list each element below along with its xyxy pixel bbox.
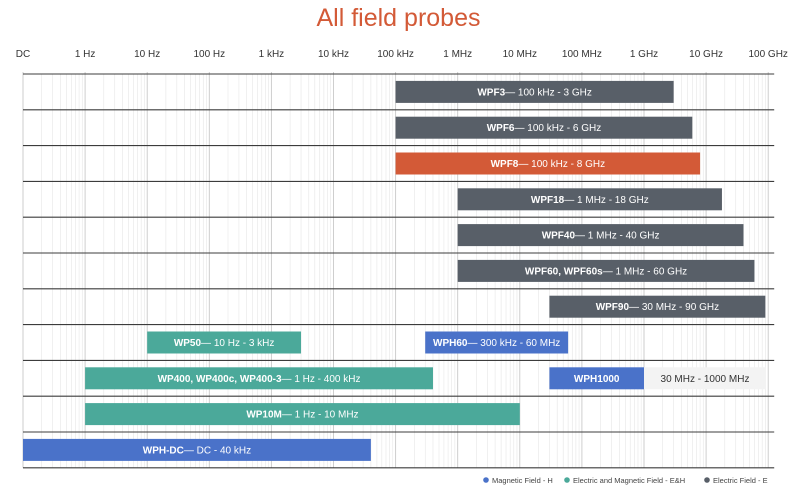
bar-wph-dc: WPH-DC— DC - 40 kHz (23, 438, 371, 461)
bar-wpf60-wpf60s: WPF60, WPF60s— 1 MHz - 60 GHz (457, 259, 755, 282)
bar-label: WPF3— 100 kHz - 3 GHz (477, 87, 591, 98)
bar-label: WP50— 10 Hz - 3 kHz (174, 338, 275, 349)
legend: Magnetic Field - H Electric and Magnetic … (483, 476, 768, 485)
bar-mark (549, 367, 644, 390)
bar-mark (457, 224, 744, 247)
bar-wpf3: WPF3— 100 kHz - 3 GHz (395, 80, 674, 103)
x-tick-label: 100 MHz (562, 49, 602, 60)
bar-mark (85, 367, 433, 390)
bar-wp50: WP50— 10 Hz - 3 kHz (147, 331, 302, 354)
bar-label: WPF18— 1 MHz - 18 GHz (531, 195, 649, 206)
bar-range-label: 30 MHz - 1000 MHz (661, 374, 750, 385)
bar-label: WPH60— 300 kHz - 60 MHz (433, 338, 560, 349)
bar-wpf8: WPF8— 100 kHz - 8 GHz (395, 152, 701, 175)
bar-name-label: WPH1000 (574, 374, 620, 385)
legend-label: Electric Field - E (713, 476, 768, 485)
range-callout-box (644, 367, 766, 390)
bar-mark (425, 331, 569, 354)
legend-swatch (564, 477, 570, 483)
bar-mark (395, 152, 701, 175)
bar-label: WP400, WP400c, WP400-3— 1 Hz - 400 kHz (158, 374, 361, 385)
bar-label: WPF40— 1 MHz - 40 GHz (542, 231, 660, 242)
bar-label: WP10M— 1 Hz - 10 MHz (246, 410, 358, 421)
x-tick-label: 100 GHz (748, 49, 787, 60)
bar-mark (457, 188, 722, 211)
bar-wp400-wp400c-wp400-3: WP400, WP400c, WP400-3— 1 Hz - 400 kHz (85, 367, 433, 390)
x-tick-label: 10 GHz (689, 49, 723, 60)
legend-swatch (704, 477, 710, 483)
x-tick-label: DC (16, 49, 30, 60)
bar-mark (147, 331, 302, 354)
bar-wpf6: WPF6— 100 kHz - 6 GHz (395, 116, 693, 139)
bar-label: WPF8— 100 kHz - 8 GHz (491, 159, 605, 170)
bar-mark (395, 80, 674, 103)
x-tick-label: 1 GHz (630, 49, 658, 60)
bar-wpf40: WPF40— 1 MHz - 40 GHz (457, 224, 744, 247)
x-tick-label: 1 kHz (259, 49, 285, 60)
x-tick-label: 10 MHz (503, 49, 537, 60)
bar-label: WPF60, WPF60s— 1 MHz - 60 GHz (525, 266, 687, 277)
legend-label: Electric and Magnetic Field - E&H (573, 476, 685, 485)
bar-wpf90: WPF90— 30 MHz - 90 GHz (549, 295, 766, 318)
bar-wp10m: WP10M— 1 Hz - 10 MHz (85, 403, 520, 426)
x-tick-label: 10 Hz (134, 49, 160, 60)
bar-label: WPF90— 30 MHz - 90 GHz (596, 302, 719, 313)
legend-swatch (483, 477, 489, 483)
bar-wpf18: WPF18— 1 MHz - 18 GHz (457, 188, 722, 211)
bar-mark (23, 438, 371, 461)
x-tick-label: 1 Hz (75, 49, 96, 60)
bar-mark (395, 116, 693, 139)
x-tick-label: 10 kHz (318, 49, 349, 60)
bar-label: WPH-DC— DC - 40 kHz (143, 445, 251, 456)
legend-label: Magnetic Field - H (492, 476, 553, 485)
x-tick-label: 1 MHz (443, 49, 472, 60)
x-tick-label: 100 Hz (193, 49, 225, 60)
bar-mark (85, 403, 520, 426)
chart-title: All field probes (316, 4, 481, 32)
bar-label: WPF6— 100 kHz - 6 GHz (487, 123, 601, 134)
bar-wph1000: WPH1000 30 MHz - 1000 MHz (549, 367, 766, 390)
x-tick-label: 100 kHz (377, 49, 414, 60)
bar-wph60: WPH60— 300 kHz - 60 MHz (425, 331, 569, 354)
bar-mark (457, 259, 755, 282)
bar-mark (549, 295, 766, 318)
